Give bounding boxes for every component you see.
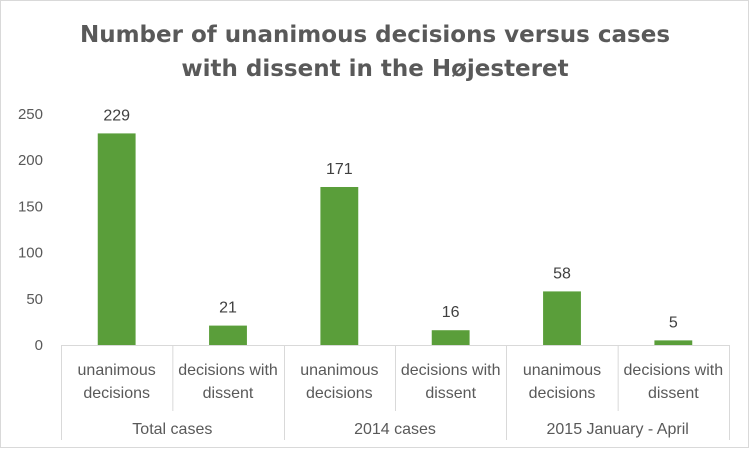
group-label: 2015 January - April: [547, 421, 689, 438]
category-label-line2: decisions: [306, 385, 373, 402]
bar: [431, 330, 470, 345]
data-label: 229: [103, 107, 130, 124]
chart-title-line2: with dissent in the Højesteret: [181, 56, 569, 82]
data-label: 5: [669, 314, 678, 331]
category-label-line2: decisions: [83, 385, 150, 402]
category-label-line2: dissent: [648, 385, 699, 402]
category-label-line1: unanimous: [523, 362, 601, 379]
data-label: 16: [442, 304, 460, 321]
bar: [209, 325, 247, 345]
chart-title-line1: Number of unanimous decisions versus cas…: [79, 22, 671, 48]
y-tick-label: 250: [18, 106, 43, 123]
y-tick-label: 200: [18, 152, 43, 169]
y-tick-label: 150: [18, 198, 43, 215]
category-label-line1: decisions with: [624, 362, 724, 379]
y-tick-label: 0: [35, 337, 43, 354]
data-label: 21: [219, 300, 237, 317]
category-label-line1: decisions with: [401, 362, 501, 379]
category-label-line2: decisions: [529, 385, 596, 402]
category-label-line2: dissent: [425, 385, 476, 402]
category-label-line1: unanimous: [78, 362, 156, 379]
data-label: 58: [553, 265, 571, 282]
category-label-line1: unanimous: [300, 362, 378, 379]
y-tick-label: 50: [26, 291, 43, 308]
bar: [97, 133, 136, 345]
group-label: Total cases: [132, 421, 212, 438]
category-label-line2: dissent: [203, 385, 254, 402]
bar: [543, 291, 581, 345]
y-tick-label: 100: [18, 245, 43, 262]
category-label-line1: decisions with: [178, 362, 278, 379]
bar: [320, 186, 359, 345]
group-label: 2014 cases: [354, 421, 436, 438]
chart-title: Number of unanimous decisions versus cas…: [0, 18, 750, 86]
bar: [654, 340, 693, 345]
data-label: 171: [326, 161, 353, 178]
